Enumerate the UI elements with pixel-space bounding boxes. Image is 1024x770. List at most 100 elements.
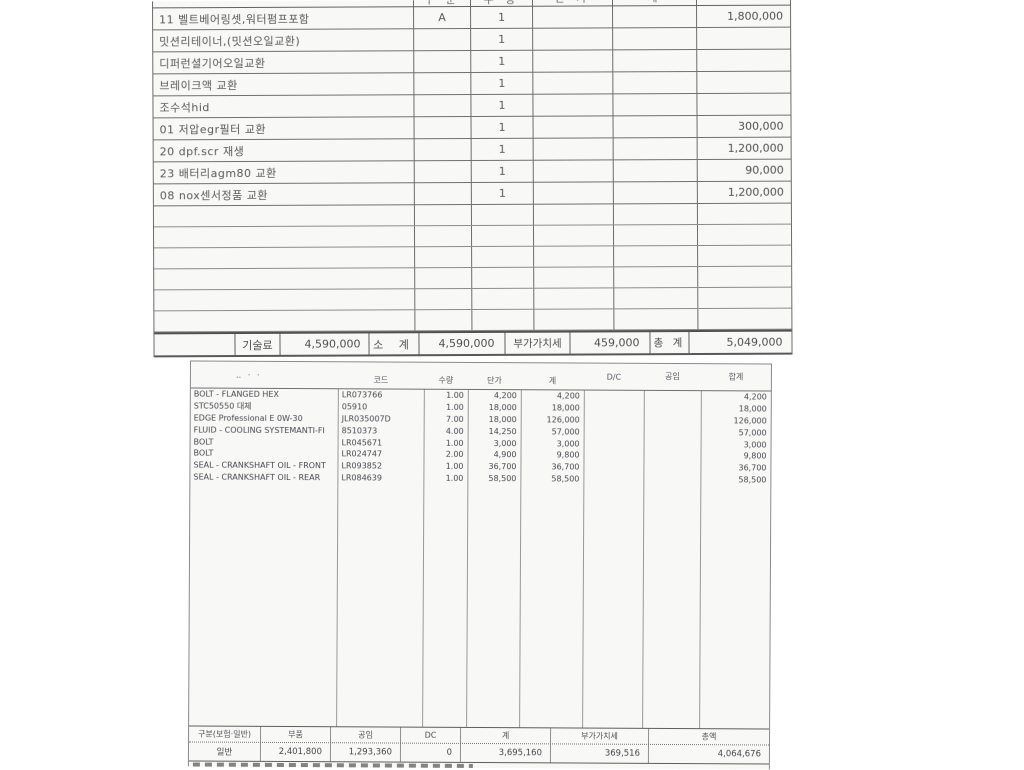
- cell-part-code: LR084639: [337, 473, 423, 482]
- cell-description: 23 배터리agm80 교환: [154, 161, 415, 183]
- cell-sum: 57,000: [521, 427, 584, 436]
- cell-part-code: LR045671: [338, 438, 424, 447]
- cell-part-name: BOLT: [190, 449, 337, 459]
- cell-grade: [414, 95, 471, 116]
- cell-description: 브레이크액 교환: [153, 73, 414, 95]
- cell-unit-price: 18,000: [468, 403, 521, 412]
- cell-unit-price: 4,900: [467, 450, 520, 459]
- cell-qty: 1.00: [423, 462, 467, 471]
- header-qty-label: 수 량: [484, 0, 520, 5]
- header-unitprice-label: 단 가: [533, 0, 612, 5]
- cell-amount: [698, 288, 791, 308]
- cell-unit-price: 58,500: [467, 474, 520, 483]
- cell-unit-price: 36,700: [467, 462, 520, 471]
- header-total-cell: 계: [613, 0, 697, 5]
- cell-unit-price: [534, 116, 614, 137]
- summary-parts-value: 2,401,800: [261, 743, 331, 761]
- cell-amount: [698, 204, 791, 224]
- cell-grade: [415, 247, 472, 267]
- summary-total-value: 4,064,676: [649, 745, 769, 764]
- labor-fee-value: 4,590,000: [280, 333, 369, 354]
- cell-qty: 1: [471, 51, 533, 72]
- summary-type-header: 구분(보험·일반): [189, 726, 261, 741]
- labor-fee-label: 기술료: [235, 334, 280, 355]
- vat-label: 부가가치세: [505, 333, 570, 354]
- cell-grade: [415, 205, 472, 225]
- cell-part-name: EDGE Professional E 0W-30: [191, 413, 338, 423]
- cell-qty: 1: [472, 139, 534, 160]
- cell-description: [154, 310, 415, 331]
- cell-unit-price: 4,200: [468, 391, 521, 400]
- cell-description: 디퍼런셜기어오일교환: [153, 51, 414, 73]
- cell-qty: 1: [472, 161, 534, 182]
- empty-row: [154, 225, 791, 249]
- cell-unit-price: [534, 182, 614, 203]
- cell-part-name: BOLT - FLANGED HEX: [191, 390, 338, 400]
- header-dc-label: D/C: [584, 373, 644, 390]
- cell-qty: 1: [471, 73, 533, 94]
- cell-total: 36,700: [700, 463, 770, 472]
- cell-description: 조수석hid: [153, 95, 414, 117]
- header-labor-label: 공임: [644, 371, 701, 390]
- header-total-label: 계: [613, 0, 696, 4]
- cell-description: 11 벨트베어링셋,워터펌프포함: [153, 7, 414, 29]
- cell-part-code: LR073766: [338, 391, 424, 400]
- cell-description: [154, 289, 415, 310]
- cell-total: 58,500: [700, 475, 770, 484]
- labor-table-row: 브레이크액 교환 1: [153, 72, 790, 97]
- cell-total: [614, 182, 698, 203]
- cell-unit-price: 18,000: [468, 415, 521, 424]
- cell-grade: [415, 289, 472, 309]
- cell-total: [614, 267, 698, 287]
- cell-total: 18,000: [701, 404, 771, 413]
- labor-table-row: 조수석hid 1: [153, 94, 790, 119]
- cell-total: [614, 116, 698, 137]
- cell-unit-price: [534, 138, 614, 159]
- cell-grade: [415, 310, 472, 330]
- cell-grade: [414, 51, 471, 72]
- cell-qty: 1.00: [424, 391, 468, 400]
- cell-unit-price: [533, 72, 613, 93]
- cell-unit-price: 14,250: [468, 427, 521, 436]
- cell-total: [614, 309, 698, 329]
- parts-summary-values: 일반 2,401,800 1,293,360 0 3,695,160 369,5…: [189, 742, 769, 764]
- cell-part-code: 8510373: [338, 426, 424, 435]
- faded-name-header: ‥ · ·: [236, 371, 262, 383]
- cell-qty: 7.00: [424, 415, 468, 424]
- summary-parts-header: 부품: [261, 727, 331, 742]
- empty-row: [154, 204, 791, 228]
- parts-table-body: BOLT - FLANGED HEX LR073766 1.00 4,200 4…: [189, 388, 771, 728]
- summary-dc-value: 0: [401, 744, 461, 762]
- cell-total: 126,000: [701, 416, 771, 425]
- header-unitprice-label: 단가: [468, 375, 521, 389]
- cell-description: 20 dpf.scr 재생: [154, 139, 415, 161]
- cell-description: [154, 247, 415, 268]
- illegible-text-fragment: [193, 762, 473, 767]
- cell-description: 08 nox센서정품 교환: [154, 183, 415, 205]
- cell-part-code: LR093852: [337, 461, 423, 470]
- summary-type-value: 일반: [189, 742, 261, 760]
- cell-total: 57,000: [701, 428, 771, 437]
- cell-part-name: STC50550 대체: [191, 401, 338, 413]
- header-grade-label: 구 분: [424, 0, 460, 6]
- cell-unit-price: [534, 246, 614, 266]
- summary-sum-header: 계: [461, 728, 551, 743]
- cell-sum: 3,000: [521, 439, 584, 448]
- header-total-label: 합계: [701, 371, 771, 390]
- cell-total: [614, 138, 698, 159]
- summary-vat-header: 부가가치세: [551, 728, 649, 744]
- cell-description: [154, 205, 415, 226]
- cell-unit-price: [534, 288, 614, 308]
- cell-qty: 1.00: [424, 438, 468, 447]
- cell-unit-price: 3,000: [468, 439, 521, 448]
- cell-grade: [415, 183, 472, 204]
- cell-unit-price: [534, 160, 614, 181]
- cell-amount: [697, 50, 790, 71]
- labor-invoice-table: 구 분 수 량 단 가 계 11 벨트베어링셋,워터펌프포함 A 1 1,800…: [152, 0, 793, 357]
- labor-table-row: 20 dpf.scr 재생 1 1,200,000: [154, 138, 791, 163]
- cell-unit-price: [534, 309, 614, 329]
- cell-part-name: SEAL - CRANKSHAFT OIL - FRONT: [190, 461, 337, 471]
- cell-description: 01 저압egr필터 교환: [154, 117, 415, 139]
- cell-total: [614, 160, 698, 181]
- cell-amount: 300,000: [698, 116, 791, 137]
